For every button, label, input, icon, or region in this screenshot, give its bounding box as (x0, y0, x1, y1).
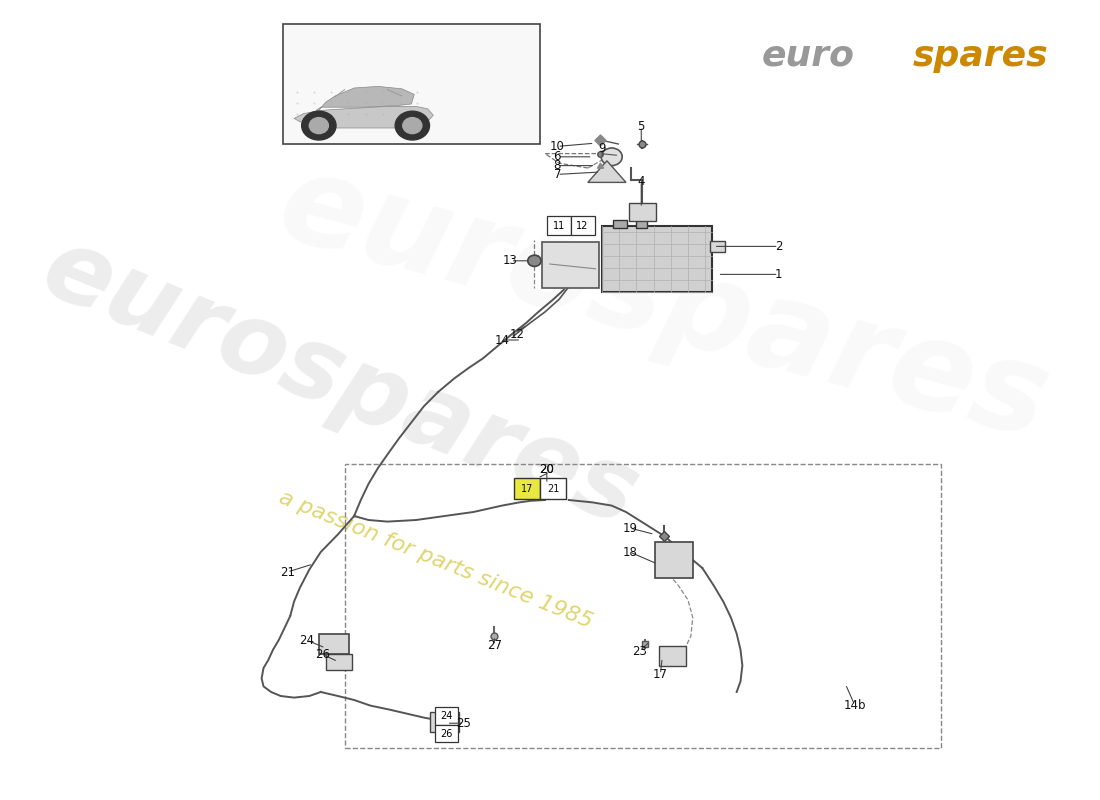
Text: 20: 20 (539, 463, 554, 476)
Text: 12: 12 (576, 221, 588, 230)
Circle shape (528, 255, 541, 266)
Text: 13: 13 (503, 254, 518, 267)
Bar (636, 220, 647, 228)
Text: 5: 5 (638, 120, 645, 133)
Bar (540, 478, 565, 499)
Text: 23: 23 (631, 645, 647, 658)
Circle shape (301, 111, 336, 140)
Text: euro: euro (762, 39, 855, 73)
Text: 21: 21 (547, 484, 559, 494)
Circle shape (602, 148, 623, 166)
Bar (283, 24, 540, 144)
Bar (613, 220, 627, 228)
Text: a passion for parts since 1985: a passion for parts since 1985 (275, 488, 595, 632)
Bar (436, 725, 458, 742)
Bar (436, 707, 458, 725)
Bar (542, 242, 600, 288)
Text: 9: 9 (598, 142, 606, 154)
Text: 14: 14 (495, 334, 509, 346)
Text: 7: 7 (553, 168, 561, 181)
Text: 20: 20 (539, 463, 554, 476)
Text: 24: 24 (299, 634, 314, 646)
Text: eurospares: eurospares (267, 143, 1062, 465)
Text: 1: 1 (774, 268, 782, 281)
Text: 10: 10 (550, 140, 564, 153)
Text: 12: 12 (509, 328, 525, 341)
Text: 26: 26 (316, 648, 330, 661)
Bar (571, 216, 594, 235)
Text: 24: 24 (440, 711, 453, 721)
Text: 21: 21 (279, 566, 295, 578)
Circle shape (309, 118, 329, 134)
Bar (710, 241, 725, 252)
Text: 8: 8 (553, 159, 561, 172)
Text: 2: 2 (774, 240, 782, 253)
Text: 4: 4 (638, 175, 645, 188)
Text: 25: 25 (456, 717, 471, 730)
Bar (602, 226, 712, 292)
Text: 27: 27 (487, 639, 502, 652)
Text: 19: 19 (623, 522, 637, 534)
Text: 14b: 14b (844, 699, 866, 712)
Circle shape (403, 118, 422, 134)
Bar (326, 654, 352, 670)
Circle shape (395, 111, 429, 140)
Text: eurospares: eurospares (29, 221, 651, 547)
Polygon shape (316, 86, 415, 110)
Bar (629, 203, 656, 221)
Text: 11: 11 (552, 221, 565, 230)
Text: 26: 26 (440, 729, 453, 738)
Text: 6: 6 (553, 150, 561, 163)
Bar (547, 216, 571, 235)
Polygon shape (294, 106, 433, 128)
Bar (654, 542, 693, 578)
Bar (515, 478, 540, 499)
Text: 18: 18 (623, 546, 637, 558)
Text: spares: spares (912, 39, 1048, 73)
Polygon shape (587, 161, 626, 182)
Bar (319, 634, 350, 654)
Bar (659, 646, 686, 666)
Bar (344, 464, 940, 748)
Text: 17: 17 (521, 484, 534, 494)
Bar (430, 712, 459, 732)
Text: 17: 17 (652, 668, 668, 681)
